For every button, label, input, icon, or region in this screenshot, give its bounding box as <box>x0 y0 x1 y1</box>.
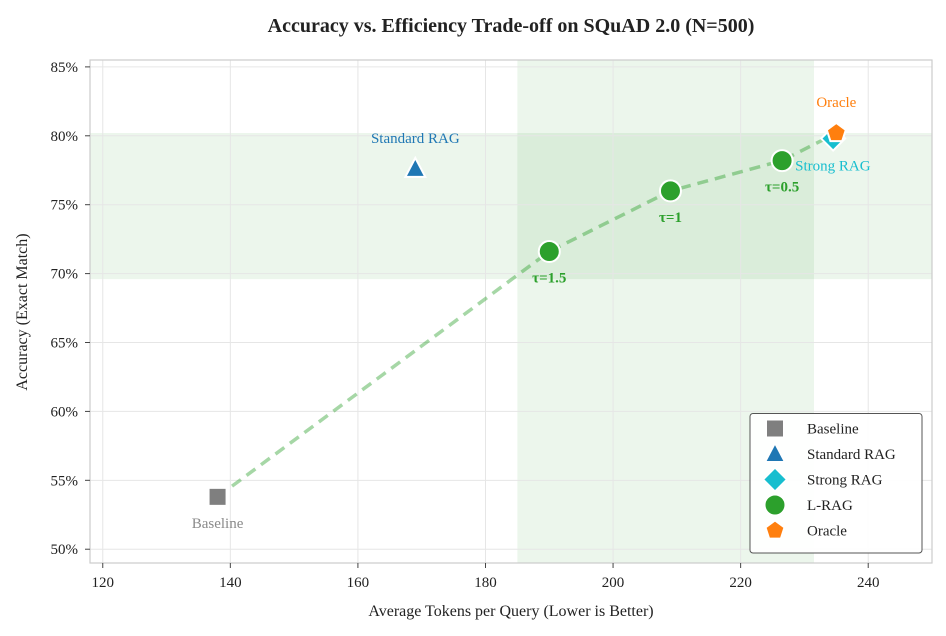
y-tick-label: 70% <box>51 267 79 283</box>
y-tick-label: 55% <box>51 473 79 489</box>
y-tick-label: 80% <box>51 129 79 145</box>
x-tick-label: 200 <box>602 575 625 591</box>
strong-rag-annotation: Strong RAG <box>795 159 871 175</box>
legend-marker-baseline <box>765 418 785 439</box>
standard-rag-annotation: Standard RAG <box>371 131 460 147</box>
plot-frame <box>89 59 933 564</box>
legend-marker-l-rag <box>763 493 787 517</box>
y-tick-label: 85% <box>51 60 79 76</box>
y-axis-label: Accuracy (Exact Match) <box>14 233 31 390</box>
x-tick-label: 140 <box>219 575 242 591</box>
legend: Baseline Standard RAG Strong RAG L-RAG Oracl… <box>749 413 923 554</box>
legend-label-strong-rag: Strong RAG <box>807 473 883 489</box>
oracle-marker <box>825 121 847 143</box>
x-tick-label: 180 <box>474 575 497 591</box>
x-tick-label: 120 <box>92 575 115 591</box>
legend-marker-standard-rag <box>763 440 787 463</box>
x-tick-label: 160 <box>347 575 370 591</box>
legend-label-l-rag: L-RAG <box>807 498 853 514</box>
y-tick-label: 60% <box>51 404 79 420</box>
oracle-annotation: Oracle <box>816 95 856 111</box>
l-rag-annotation: τ=0.5 <box>765 180 799 196</box>
x-tick-label: 240 <box>857 575 880 591</box>
l-rag-marker <box>537 240 561 264</box>
legend-box <box>749 413 923 554</box>
legend-label-baseline: Baseline <box>807 422 859 438</box>
l-rag-annotation: τ=1.5 <box>532 271 566 287</box>
axis-ticks: 120 140 160 180 200 220 240 50% 55% 60% 65% 70% 75% 8… <box>51 60 880 591</box>
y-tick-label: 50% <box>51 542 79 558</box>
standard-rag-marker <box>403 155 427 178</box>
legend-label-standard-rag: Standard RAG <box>807 447 896 463</box>
legend-label-oracle: Oracle <box>807 524 847 540</box>
markers <box>207 121 847 507</box>
l-rag-marker <box>658 179 682 203</box>
x-tick-label: 220 <box>729 575 752 591</box>
l-rag-annotation: τ=1 <box>659 210 682 226</box>
annotations: Baseline Standard RAG τ=1.5 τ=1 τ=0.5 Strong … <box>192 95 871 532</box>
y-tick-label: 65% <box>51 336 79 352</box>
x-axis-label: Average Tokens per Query (Lower is Bette… <box>368 603 653 620</box>
chart-title: Accuracy vs. Efficiency Trade-off on SQu… <box>268 15 755 37</box>
legend-marker-strong-rag <box>761 466 789 493</box>
baseline-marker <box>207 486 228 507</box>
baseline-annotation: Baseline <box>192 516 244 532</box>
l-rag-marker <box>770 149 794 173</box>
shade-band-y <box>90 133 932 280</box>
legend-marker-oracle <box>764 519 786 540</box>
y-tick-label: 75% <box>51 198 79 214</box>
